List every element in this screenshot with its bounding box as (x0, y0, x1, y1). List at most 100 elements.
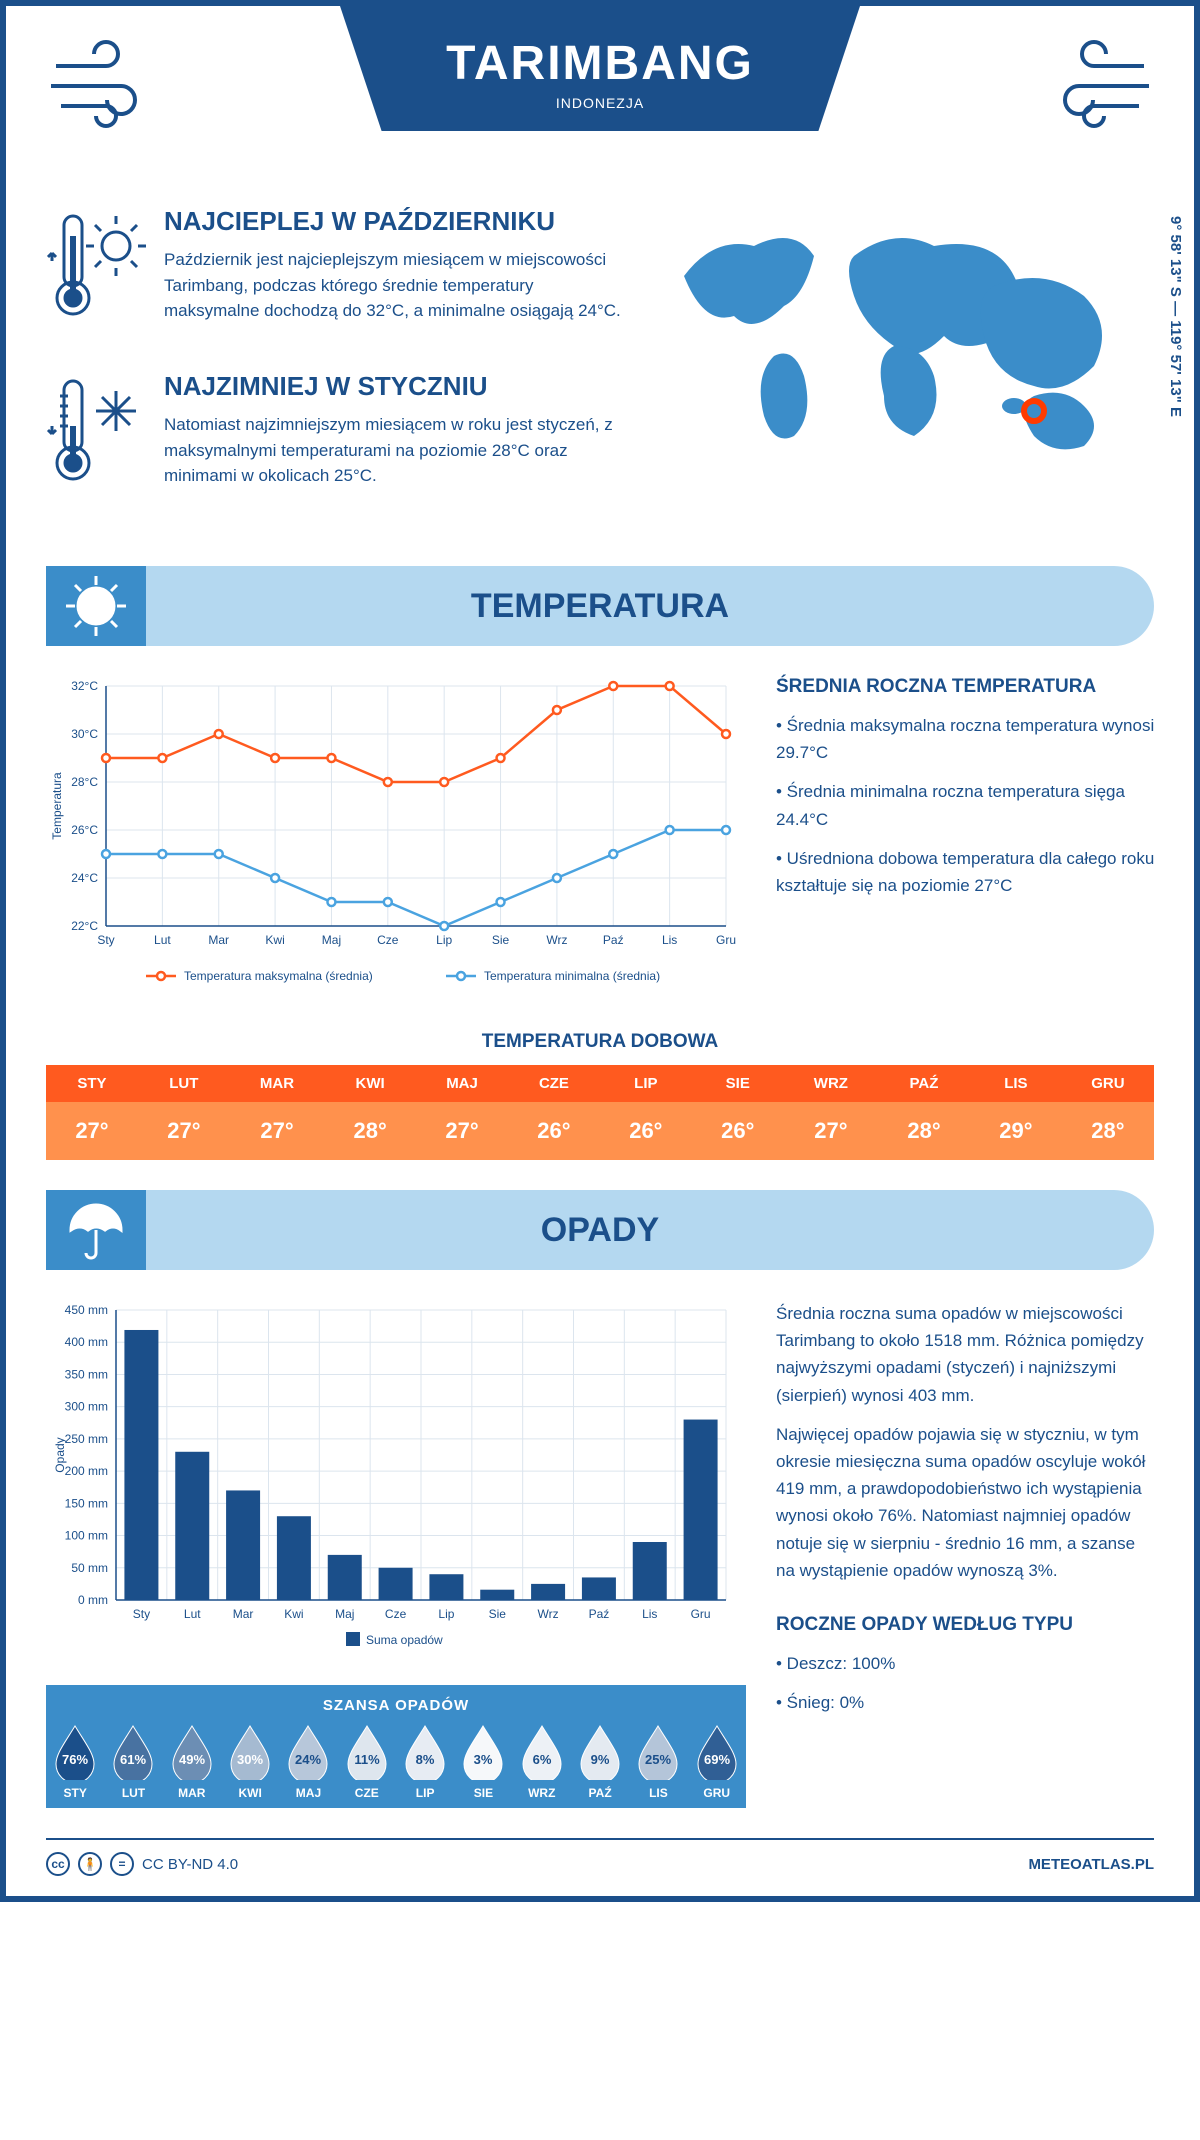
precip-bar-chart: 0 mm50 mm100 mm150 mm200 mm250 mm300 mm3… (46, 1300, 746, 1660)
svg-text:Lip: Lip (438, 1607, 454, 1621)
info-row: NAJCIEPLEJ W PAŹDZIERNIKU Październik je… (46, 206, 1154, 536)
raindrop-icon: 69% (694, 1724, 740, 1780)
city-title: TARIMBANG (340, 36, 860, 91)
svg-text:Mar: Mar (233, 1607, 254, 1621)
precip-chance-panel: SZANSA OPADÓW 76% STY 61% LUT 49% MAR 30… (46, 1685, 746, 1808)
warmest-text: Październik jest najcieplejszym miesiące… (164, 247, 624, 324)
svg-text:Cze: Cze (385, 1607, 407, 1621)
table-header: GRU (1062, 1065, 1154, 1102)
precip-chance-title: SZANSA OPADÓW (46, 1697, 746, 1714)
svg-text:300 mm: 300 mm (65, 1400, 108, 1414)
site-name: METEOATLAS.PL (1028, 1856, 1154, 1873)
svg-text:Mar: Mar (208, 933, 229, 947)
precip-drop-item: 3% SIE (460, 1724, 506, 1800)
svg-text:9%: 9% (591, 1752, 610, 1767)
precip-p1: Średnia roczna suma opadów w miejscowośc… (776, 1300, 1156, 1409)
nd-icon: = (110, 1852, 134, 1876)
svg-text:Opady: Opady (53, 1437, 67, 1472)
precip-chart-column: 0 mm50 mm100 mm150 mm200 mm250 mm300 mm3… (46, 1300, 746, 1808)
table-cell: 27° (46, 1102, 138, 1160)
table-header: WRZ (784, 1065, 878, 1102)
svg-text:76%: 76% (62, 1752, 88, 1767)
map-column: 9° 58' 13" S — 119° 57' 13" E (654, 206, 1154, 536)
svg-text:30°C: 30°C (71, 727, 98, 741)
table-cell: 27° (784, 1102, 878, 1160)
svg-text:0 mm: 0 mm (78, 1593, 108, 1607)
warmest-block: NAJCIEPLEJ W PAŹDZIERNIKU Październik je… (46, 206, 624, 331)
svg-text:6%: 6% (532, 1752, 551, 1767)
raindrop-icon: 25% (635, 1724, 681, 1780)
precip-section-header: OPADY (46, 1190, 1154, 1270)
raindrop-icon: 61% (110, 1724, 156, 1780)
precip-drop-item: 76% STY (52, 1724, 98, 1800)
table-cell: 27° (230, 1102, 324, 1160)
temperature-chart-row: 22°C24°C26°C28°C30°C32°CStyLutMarKwiMajC… (46, 676, 1154, 1001)
svg-text:69%: 69% (704, 1752, 730, 1767)
svg-text:450 mm: 450 mm (65, 1303, 108, 1317)
temp-summary-title: ŚREDNIA ROCZNA TEMPERATURA (776, 676, 1156, 698)
cc-icon: cc (46, 1852, 70, 1876)
temperature-section-header: TEMPERATURA (46, 566, 1154, 646)
svg-text:Paź: Paź (589, 1607, 610, 1621)
table-cell: 27° (416, 1102, 508, 1160)
precip-type-b1: • Deszcz: 100% (776, 1650, 1156, 1677)
table-cell: 26° (508, 1102, 600, 1160)
by-icon: 🧍 (78, 1852, 102, 1876)
thermometer-snow-icon (46, 371, 146, 496)
svg-text:Lut: Lut (184, 1607, 201, 1621)
country-subtitle: INDONEZJA (340, 95, 860, 111)
svg-text:Gru: Gru (691, 1607, 711, 1621)
svg-text:150 mm: 150 mm (65, 1496, 108, 1510)
temperature-chart: 22°C24°C26°C28°C30°C32°CStyLutMarKwiMajC… (46, 676, 746, 1001)
coldest-block: NAJZIMNIEJ W STYCZNIU Natomiast najzimni… (46, 371, 624, 496)
table-cell: 27° (138, 1102, 230, 1160)
svg-text:Paź: Paź (603, 933, 624, 947)
table-header: KWI (324, 1065, 416, 1102)
sun-icon (46, 566, 146, 646)
table-cell: 28° (324, 1102, 416, 1160)
svg-text:Lis: Lis (642, 1607, 657, 1621)
title-banner: TARIMBANG INDONEZJA (340, 6, 860, 131)
temperature-heading: TEMPERATURA (471, 587, 729, 626)
warmest-title: NAJCIEPLEJ W PAŹDZIERNIKU (164, 206, 624, 237)
svg-text:25%: 25% (645, 1752, 671, 1767)
table-cell: 28° (1062, 1102, 1154, 1160)
svg-text:Wrz: Wrz (546, 933, 567, 947)
footer: cc 🧍 = CC BY-ND 4.0 METEOATLAS.PL (46, 1838, 1154, 1876)
table-header: PAŹ (878, 1065, 970, 1102)
raindrop-icon: 8% (402, 1724, 448, 1780)
svg-text:400 mm: 400 mm (65, 1335, 108, 1349)
svg-text:Lis: Lis (662, 933, 677, 947)
table-cell: 28° (878, 1102, 970, 1160)
svg-text:28°C: 28°C (71, 775, 98, 789)
table-cell: 26° (600, 1102, 692, 1160)
page: TARIMBANG INDONEZJA (0, 0, 1200, 1902)
precip-drop-item: 11% CZE (344, 1724, 390, 1800)
svg-text:Temperatura maksymalna (średni: Temperatura maksymalna (średnia) (184, 969, 373, 983)
svg-text:22°C: 22°C (71, 919, 98, 933)
coldest-title: NAJZIMNIEJ W STYCZNIU (164, 371, 624, 402)
svg-text:Sie: Sie (489, 1607, 507, 1621)
svg-text:100 mm: 100 mm (65, 1529, 108, 1543)
temp-summary-b1: • Średnia maksymalna roczna temperatura … (776, 712, 1156, 766)
svg-text:200 mm: 200 mm (65, 1464, 108, 1478)
table-cell: 26° (692, 1102, 784, 1160)
temp-summary-b3: • Uśredniona dobowa temperatura dla całe… (776, 845, 1156, 899)
precip-heading: OPADY (541, 1211, 659, 1250)
svg-text:Sie: Sie (492, 933, 510, 947)
info-text-column: NAJCIEPLEJ W PAŹDZIERNIKU Październik je… (46, 206, 624, 536)
coordinates: 9° 58' 13" S — 119° 57' 13" E (1167, 216, 1184, 417)
precip-type-b2: • Śnieg: 0% (776, 1689, 1156, 1716)
svg-text:26°C: 26°C (71, 823, 98, 837)
daily-temp-table: STYLUTMARKWIMAJCZELIPSIEWRZPAŹLISGRU 27°… (46, 1065, 1154, 1160)
raindrop-icon: 49% (169, 1724, 215, 1780)
svg-text:350 mm: 350 mm (65, 1367, 108, 1381)
precip-drop-item: 24% MAJ (285, 1724, 331, 1800)
svg-text:250 mm: 250 mm (65, 1432, 108, 1446)
table-header: LUT (138, 1065, 230, 1102)
precip-drop-item: 25% LIS (635, 1724, 681, 1800)
precip-type-title: ROCZNE OPADY WEDŁUG TYPU (776, 1614, 1156, 1636)
svg-text:Gru: Gru (716, 933, 736, 947)
svg-text:8%: 8% (416, 1752, 435, 1767)
svg-text:24°C: 24°C (71, 871, 98, 885)
